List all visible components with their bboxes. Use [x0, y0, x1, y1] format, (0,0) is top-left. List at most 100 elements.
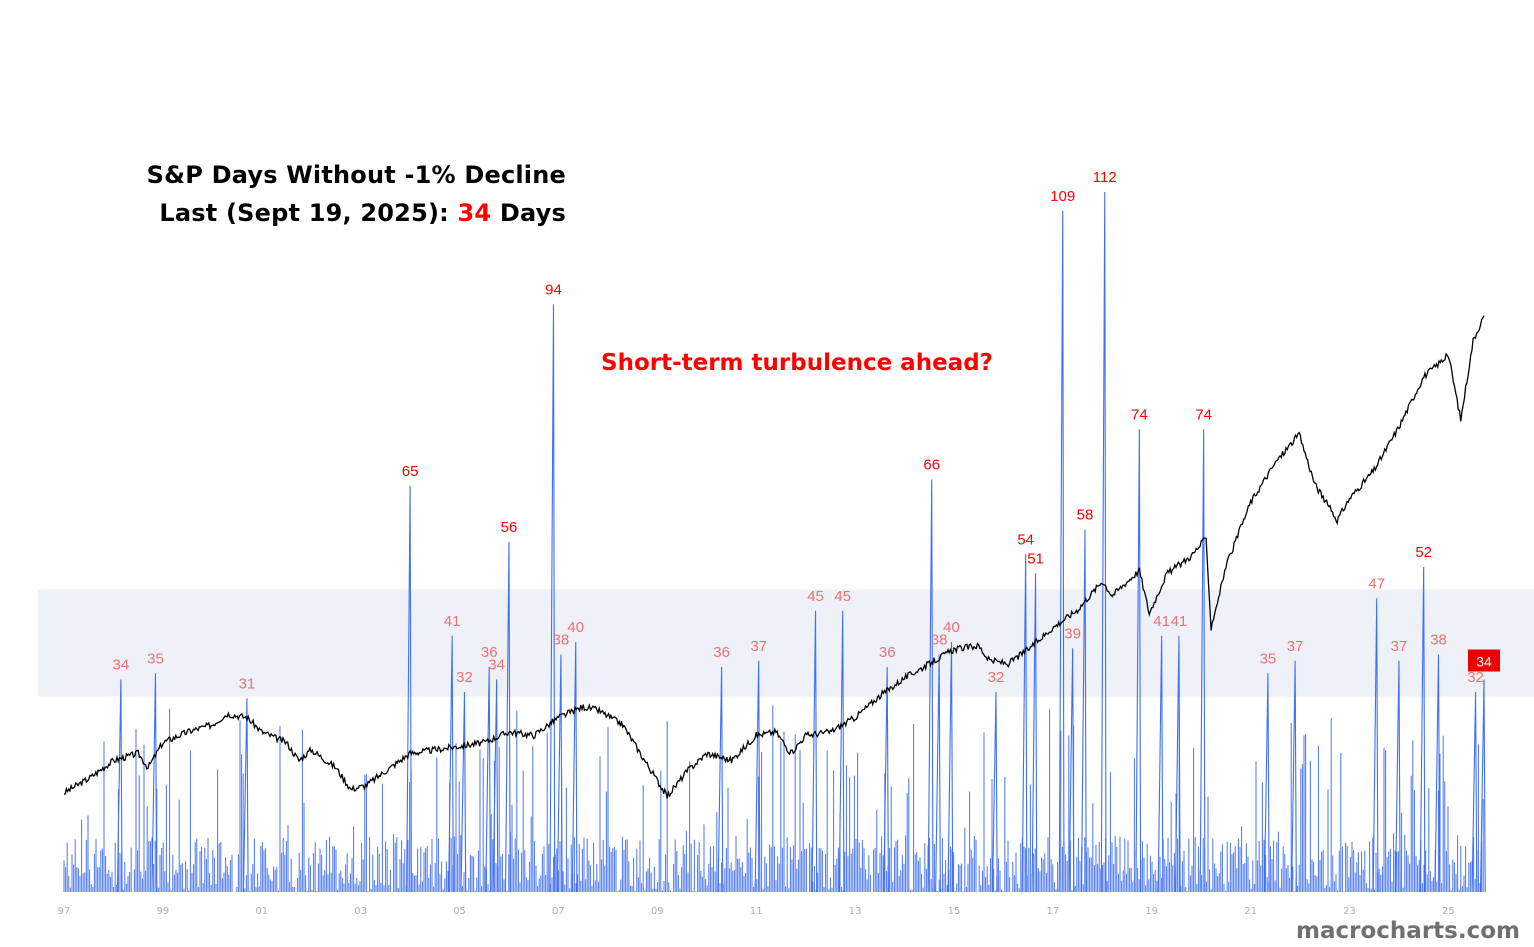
peak-bar-31: [1263, 673, 1270, 893]
watermark: macrocharts.com: [1296, 918, 1520, 944]
price-series: [63, 315, 1485, 799]
x-tick-label: 05: [453, 906, 466, 917]
peak-label-8: 56: [501, 519, 518, 536]
x-tick-label: 15: [948, 906, 961, 917]
peak-bar-0: [116, 679, 123, 893]
peak-bar-33: [1372, 598, 1379, 893]
chart-title: S&P Days Without -1% Decline: [146, 161, 566, 189]
peak-bar-21: [1021, 554, 1028, 893]
peak-bar-1: [151, 673, 158, 893]
peak-label-2: 31: [239, 675, 256, 692]
peak-bar-26: [1100, 191, 1107, 893]
x-tick-label: 21: [1244, 906, 1257, 917]
peak-bar-4: [448, 635, 454, 893]
peak-label-9: 94: [545, 282, 562, 299]
x-tick-label: 97: [58, 906, 71, 917]
peak-label-37: 32: [1467, 669, 1484, 686]
peak-label-28: 41: [1153, 613, 1170, 630]
peak-bar-5: [460, 691, 467, 893]
peak-bar-12: [717, 666, 724, 893]
peak-label-16: 36: [879, 644, 896, 661]
x-tick-label: 01: [255, 906, 268, 917]
peak-bar-30: [1199, 429, 1206, 893]
peak-bar-16: [883, 666, 889, 893]
peak-bar-27: [1135, 429, 1142, 893]
highlight-band: [38, 589, 1534, 697]
x-tick-label: 99: [157, 906, 170, 917]
peak-label-10: 38: [553, 632, 570, 649]
peak-label-21: 54: [1017, 532, 1034, 549]
subtitle-value: 34: [457, 199, 492, 227]
peak-bar-14: [811, 610, 818, 893]
peak-label-14: 45: [807, 588, 824, 605]
peak-label-11: 40: [567, 619, 584, 636]
peak-bar-24: [1068, 648, 1075, 893]
peak-bar-29: [1174, 635, 1181, 893]
peak-label-6: 36: [481, 644, 498, 661]
price-line: [63, 315, 1485, 799]
peak-label-1: 35: [147, 650, 164, 667]
peak-label-20: 32: [988, 669, 1005, 686]
peak-bar-9: [549, 304, 556, 893]
peak-bar-35: [1419, 566, 1426, 893]
peak-bar-37: [1471, 691, 1478, 893]
peak-bar-18: [935, 654, 941, 893]
peak-label-33: 47: [1368, 575, 1385, 592]
peak-label-30: 74: [1195, 407, 1212, 424]
x-tick-label: 19: [1145, 906, 1158, 917]
subtitle-prefix: Last (Sept 19, 2025):: [159, 199, 458, 227]
peak-bar-13: [754, 660, 761, 893]
peak-bar-19: [947, 641, 954, 893]
peak-label-27: 74: [1131, 407, 1148, 424]
peak-label-12: 36: [713, 644, 730, 661]
x-tick-label: 17: [1046, 906, 1059, 917]
peak-label-26: 112: [1093, 169, 1117, 186]
peak-label-0: 34: [113, 657, 130, 674]
peak-label-13: 37: [750, 638, 767, 655]
latest-value-box: [1468, 649, 1500, 672]
peak-label-17: 66: [923, 457, 940, 474]
peak-label-32: 37: [1287, 638, 1304, 655]
peak-bar-25: [1080, 529, 1087, 893]
peak-label-29: 41: [1171, 613, 1188, 630]
peak-label-22: 51: [1027, 550, 1044, 567]
x-tick-label: 23: [1343, 906, 1356, 917]
peak-bar-15: [838, 610, 845, 893]
x-tick-label: 13: [849, 906, 862, 917]
peak-label-3: 65: [402, 463, 419, 480]
peak-label-7: 34: [488, 657, 505, 674]
peak-bar-38: [1479, 679, 1486, 893]
background-bars: [63, 705, 1484, 892]
peak-label-23: 109: [1050, 188, 1075, 205]
peak-bar-7: [492, 679, 499, 893]
peak-bar-23: [1058, 210, 1065, 893]
x-tick-label: 25: [1442, 906, 1455, 917]
peak-bar-34: [1394, 660, 1401, 893]
bar-series: [63, 191, 1486, 893]
peak-label-36: 38: [1430, 632, 1447, 649]
peak-label-25: 58: [1077, 507, 1094, 524]
peak-label-35: 52: [1415, 544, 1432, 561]
peak-label-5: 32: [456, 669, 473, 686]
x-tick-label: 09: [651, 906, 664, 917]
chart-subtitle: Last (Sept 19, 2025): 34 Days: [159, 199, 566, 227]
peak-bar-36: [1434, 654, 1441, 893]
peak-label-15: 45: [834, 588, 851, 605]
peak-bar-10: [556, 654, 563, 893]
peak-label-24: 39: [1064, 625, 1081, 642]
annotation-text: Short-term turbulence ahead?: [601, 350, 993, 376]
peak-bar-8: [504, 541, 511, 893]
subtitle-suffix: Days: [491, 199, 566, 227]
peak-bar-17: [927, 479, 934, 893]
x-tick-label: 03: [354, 906, 367, 917]
peak-bar-32: [1291, 660, 1297, 893]
peak-label-19: 40: [943, 619, 960, 636]
peak-label-4: 41: [444, 613, 461, 630]
peak-bar-28: [1157, 635, 1164, 893]
peak-label-31: 35: [1260, 650, 1277, 667]
peak-bar-22: [1031, 573, 1038, 893]
peak-label-34: 37: [1391, 638, 1408, 655]
peak-bar-2: [242, 698, 249, 893]
